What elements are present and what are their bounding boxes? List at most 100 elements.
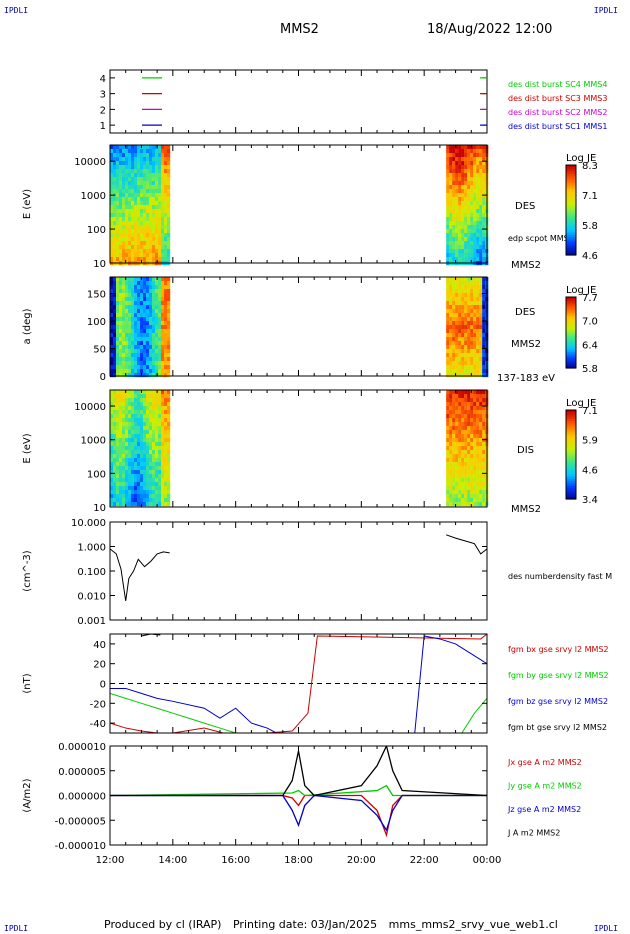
spectrogram-cell [152,185,156,190]
spectrogram-cell [455,229,459,234]
spectrogram-cell [449,193,453,198]
spectrogram-cell [119,345,123,350]
colorbar-cell [566,214,576,218]
spectrogram-cell [473,293,477,298]
spectrogram-cell [470,241,474,246]
colorbar-cell [566,207,576,211]
spectrogram-cell [164,253,168,258]
spectrogram-cell [467,402,471,407]
spectrogram-cell [137,406,141,411]
spectrogram-cell [155,249,159,254]
colorbar-tick-label: 4.6 [582,465,598,476]
spectrogram-cell [134,341,138,346]
spectrogram-cell [449,221,453,226]
footer-printing-date: Printing date: 03/Jan/2025 [232,918,378,931]
spectrogram-cell [479,345,483,350]
colorbar-cell [566,336,576,339]
spectrogram-cell [158,173,162,178]
spectrogram-cell [116,446,120,451]
spectrogram-cell [479,205,483,210]
spectrogram-cell [140,369,144,374]
spectrogram-cell [452,422,456,427]
spectrogram-cell [143,325,147,330]
spectrogram-cell [113,305,117,310]
spectrogram-cell [167,333,171,338]
spectrogram-cell [470,173,474,178]
spectrogram-cell [479,305,483,310]
spectrogram-cell [164,329,168,334]
y-axis-label-field: (nT) [22,673,33,693]
spectrogram-cell [143,249,147,254]
colorbar-tick-label: 7.1 [582,406,598,417]
spectrogram-cell [149,361,153,366]
spectrogram-cell [116,502,120,507]
spectrogram-cell [134,450,138,455]
spectrogram-cell [473,253,477,258]
spectrogram-cell [113,221,117,226]
spectrogram-cell [119,229,123,234]
spectrogram-cell [461,414,465,419]
spectrogram-cell [161,373,165,378]
spectrogram-cell [143,209,147,214]
spectrogram-cell [167,177,171,182]
spectrogram-cell [146,422,150,427]
spectrogram-cell [155,189,159,194]
spectrogram-cell [152,277,156,282]
spectrogram-cell [122,470,126,475]
spectrogram-cell [113,205,117,210]
spectrogram-cell [131,181,135,186]
spectrogram-cell [116,317,120,322]
spectrogram-cell [470,229,474,234]
colorbar-cell [566,427,576,431]
spectrogram-cell [137,357,141,362]
spectrogram-cell [470,153,474,158]
spectrogram-cell [161,357,165,362]
spectrogram-cell [146,249,150,254]
spectrogram-cell [452,482,456,487]
spectrogram-cell [458,353,462,358]
spectrogram-cell [149,494,153,499]
spectrogram-cell [131,281,135,286]
spectrogram-cell [452,301,456,306]
spectrogram-cell [110,165,114,170]
spectrogram-cell [164,373,168,378]
spectrogram-cell [452,145,456,150]
spectrogram-cell [467,229,471,234]
spectrogram-cell [446,197,450,202]
spectrogram-cell [464,442,468,447]
spectrogram-cell [128,438,132,443]
spectrogram-cell [464,390,468,395]
colorbar-frame-1 [565,164,577,256]
spectrogram-cell [125,474,129,479]
spectrogram-cell [149,426,153,431]
spectrogram-cell [158,357,162,362]
spectrogram-cell [122,293,126,298]
spectrogram-cell [470,434,474,439]
spectrogram-cell [116,193,120,198]
spectrogram-cell [116,161,120,166]
spectrogram-cell [464,321,468,326]
spectrogram-cell [125,197,129,202]
spectrogram-cell [134,458,138,463]
spectrogram-cell [464,498,468,503]
spectrogram-cell [461,193,465,198]
spectrogram-cell [146,357,150,362]
spectrogram-cell [455,474,459,479]
spectrogram-cell [476,157,480,162]
spectrogram-cell [164,349,168,354]
spectrogram-cell [461,317,465,322]
spectrogram-cell [467,281,471,286]
colorbar-cell [566,478,576,482]
spectrogram-cell [464,462,468,467]
spectrogram-cell [122,494,126,499]
spectrogram-cell [455,422,459,427]
spectrogram-cell [458,169,462,174]
spectrogram-cell [470,450,474,455]
spectrogram-cell [464,329,468,334]
spectrogram-cell [473,321,477,326]
spectrogram-cell [116,434,120,439]
spectrogram-cell [461,345,465,350]
spectrogram-cell [167,402,171,407]
spectrogram-cell [473,201,477,206]
colorbar-cell [566,165,576,168]
